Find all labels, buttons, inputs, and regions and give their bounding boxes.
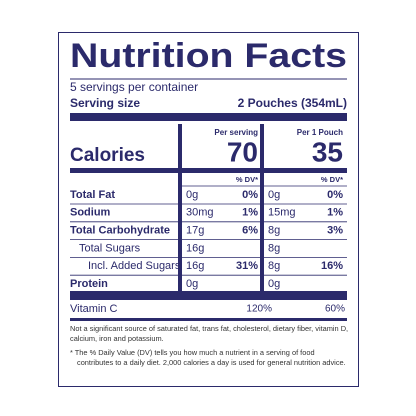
amount: 16g [186, 260, 204, 272]
thick-bar [70, 113, 347, 121]
amount: 8g [268, 242, 280, 254]
amount: 0g [186, 189, 198, 201]
daily-value: 0% [327, 189, 343, 201]
calories-label: Calories [70, 145, 145, 166]
amount: 0g [186, 278, 198, 290]
nutrient-name: Incl. Added Sugars [88, 260, 181, 272]
vitamin-name: Vitamin C [70, 303, 118, 315]
medium-bar [70, 318, 347, 321]
daily-value: 6% [242, 225, 258, 237]
medium-bar [70, 168, 347, 173]
footnote: Not a significant source of saturated fa… [70, 324, 349, 343]
nutrient-name: Total Fat [70, 189, 115, 201]
daily-value: 0% [242, 189, 258, 201]
label-border [58, 32, 359, 387]
serving-size-label: Serving size [70, 96, 140, 110]
amount: 0g [268, 278, 280, 290]
daily-value: 1% [327, 207, 343, 219]
column-header: Per serving [214, 128, 258, 137]
amount: 8g [268, 260, 280, 272]
amount: 17g [186, 225, 204, 237]
thick-bar [70, 291, 347, 300]
footnote: * The % Daily Value (DV) tells you how m… [70, 348, 346, 367]
calories-value: 70 [227, 136, 258, 167]
serving-size-value: 2 Pouches (354mL) [238, 96, 347, 110]
amount: 8g [268, 225, 280, 237]
column-separator [260, 124, 264, 300]
title: Nutrition Facts [70, 37, 347, 75]
column-header: Per 1 Pouch [297, 128, 343, 137]
vitamin-dv: 60% [325, 304, 345, 315]
dv-header: % DV* [236, 175, 258, 184]
nutrient-name: Total Sugars [79, 242, 141, 254]
vitamin-dv: 120% [246, 304, 272, 315]
amount: 30mg [186, 207, 214, 219]
amount: 15mg [268, 207, 296, 219]
calories-value: 35 [312, 136, 343, 167]
nutrient-name: Sodium [70, 207, 111, 219]
nutrient-name: Protein [70, 278, 108, 290]
daily-value: 16% [321, 260, 343, 272]
amount: 0g [268, 189, 280, 201]
daily-value: 31% [236, 260, 258, 272]
dv-header: % DV* [321, 175, 343, 184]
daily-value: 1% [242, 207, 258, 219]
servings: 5 servings per container [70, 80, 198, 94]
nutrient-name: Total Carbohydrate [70, 225, 170, 237]
daily-value: 3% [327, 225, 343, 237]
amount: 16g [186, 242, 204, 254]
column-separator [178, 124, 182, 300]
